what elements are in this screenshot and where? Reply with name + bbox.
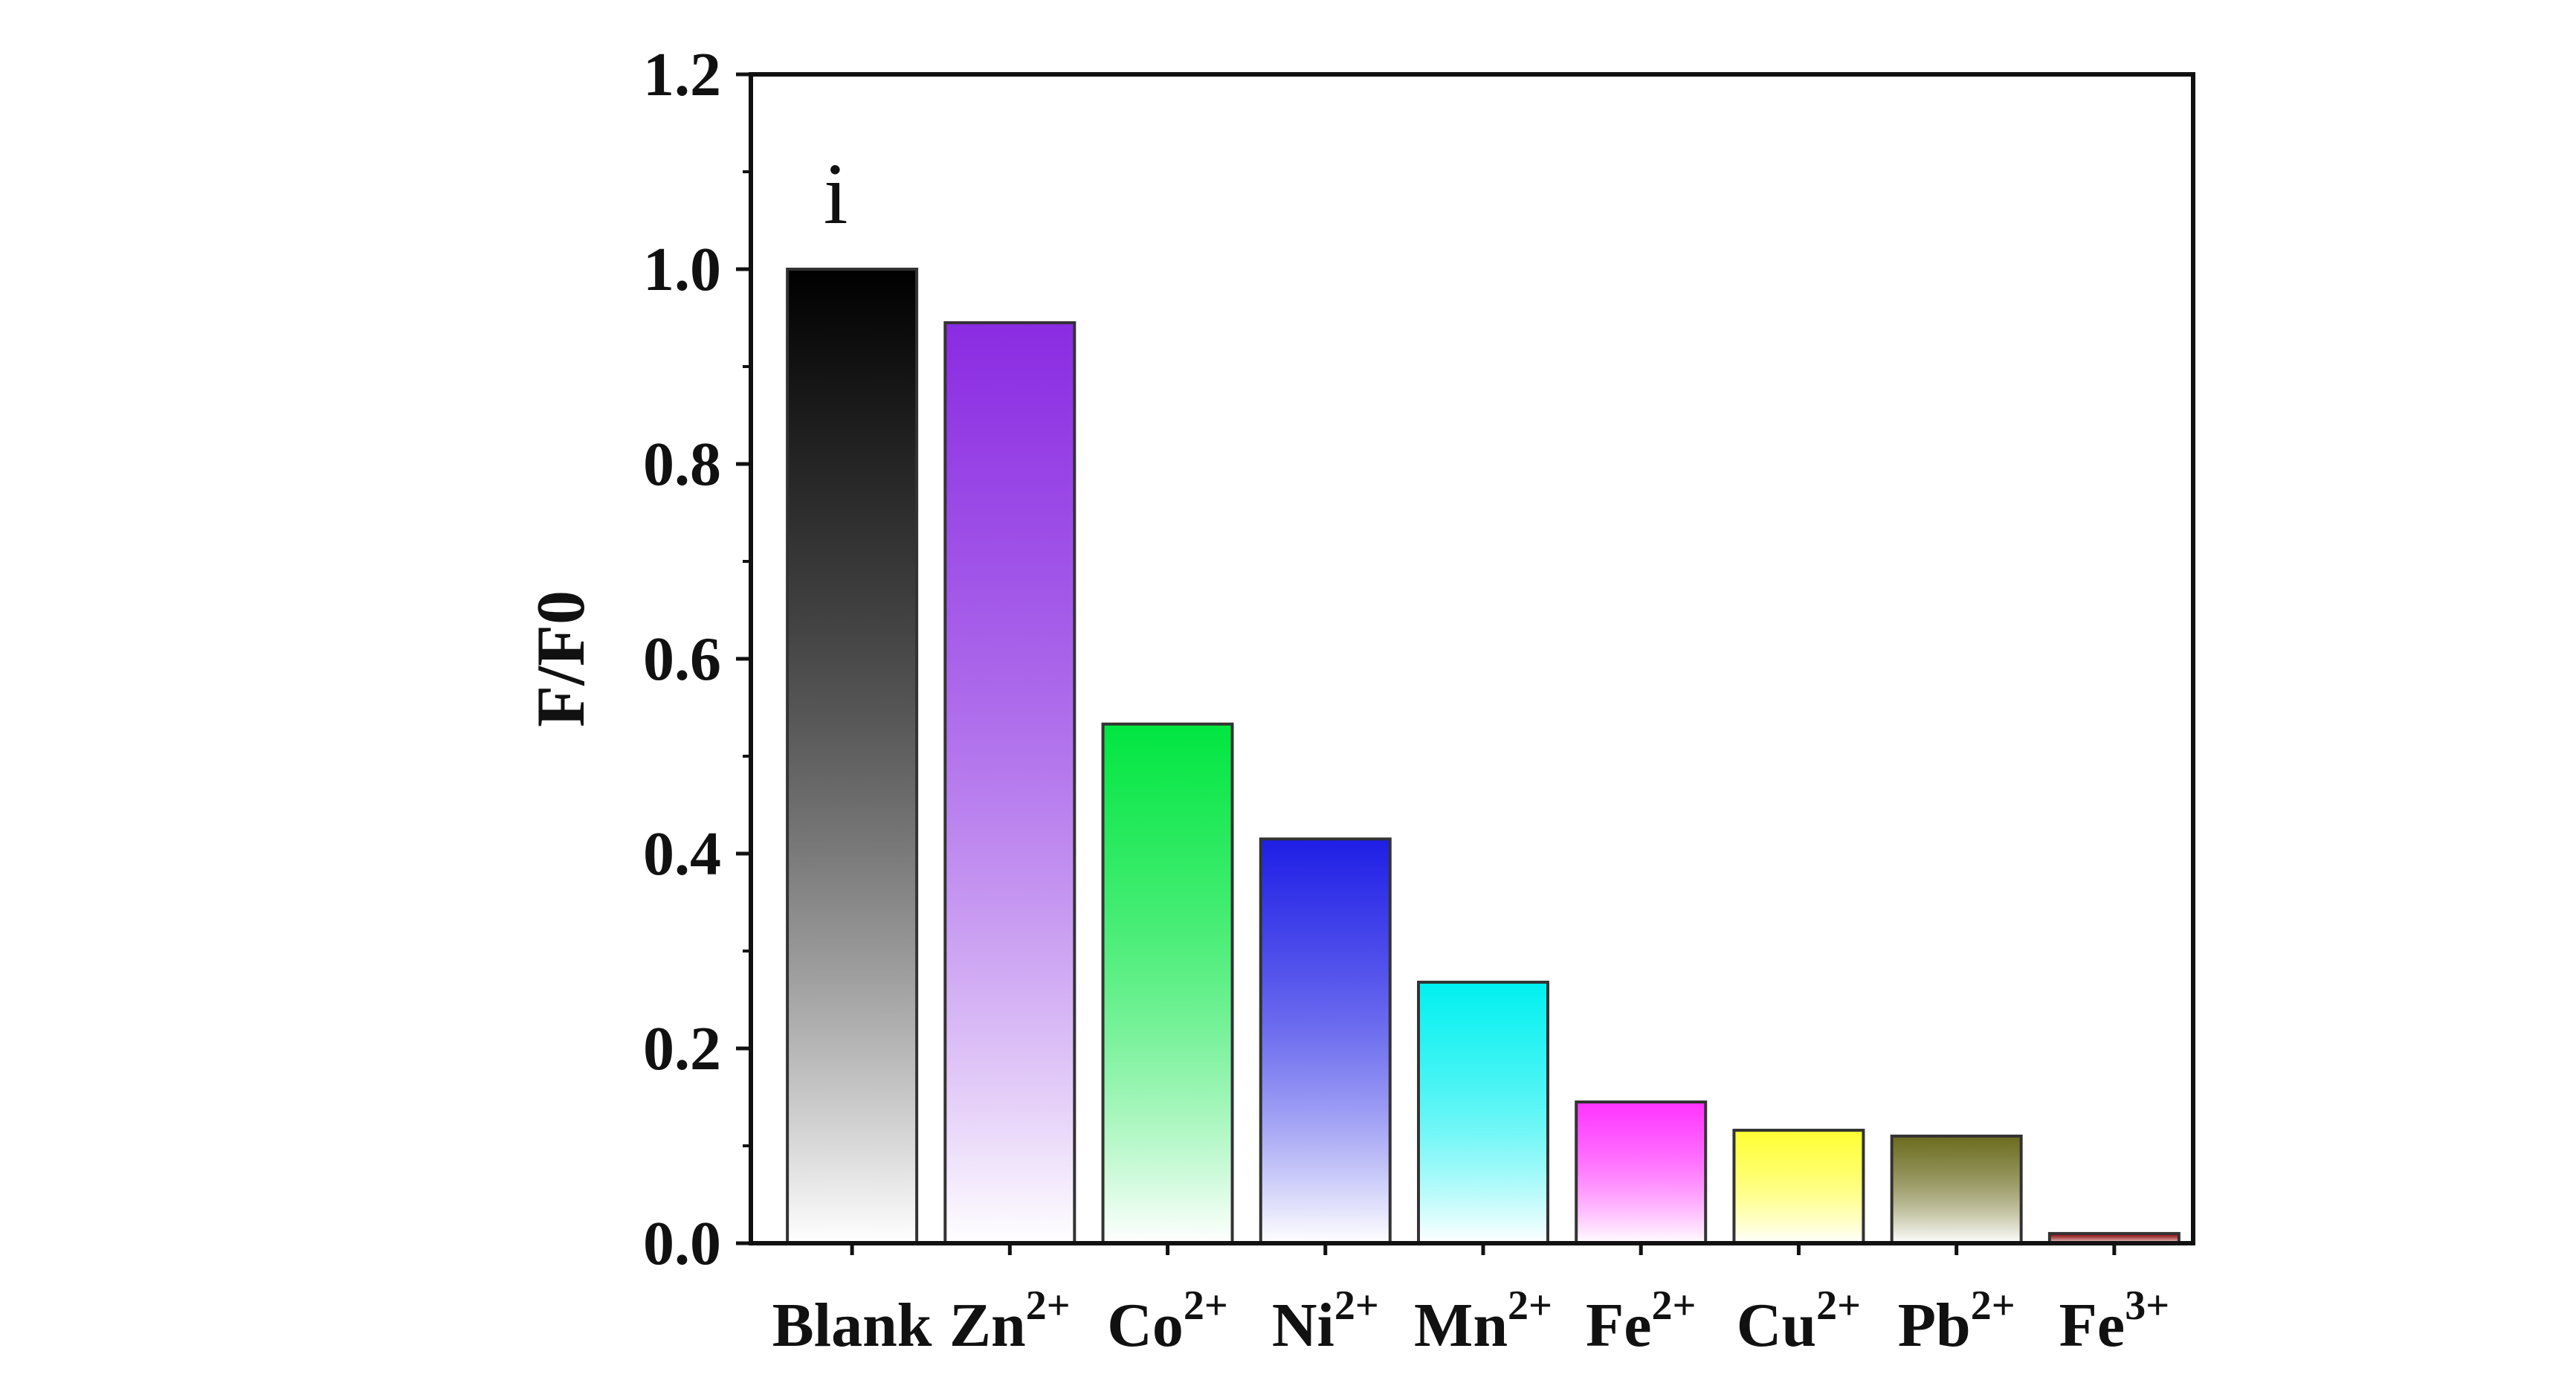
bar-1 <box>786 268 919 1245</box>
y-axis-label: F/F0 <box>523 590 598 727</box>
panel-label: i <box>824 145 848 242</box>
y-tick-label: 0.8 <box>643 430 721 499</box>
y-tick-label: 0.4 <box>643 819 721 889</box>
x-tick-label: Blank <box>772 1291 932 1360</box>
y-tick-label: 1.0 <box>643 235 721 304</box>
x-tick-label: Zn2+ <box>949 1283 1071 1360</box>
x-axis: Blank Zn2+ Co2+ Ni2+ Mn2+ Fe2+ Cu2+ Pb2+ Fe3+ <box>772 1243 2169 1360</box>
x-tick-label: Ni2+ <box>1272 1283 1379 1360</box>
x-tick-label: Fe3+ <box>2059 1283 2170 1360</box>
x-tick-label: Cu2+ <box>1737 1283 1861 1360</box>
bar-3 <box>1101 722 1234 1245</box>
y-tick-label: 1.2 <box>643 40 721 109</box>
y-tick-label: 0.0 <box>643 1209 721 1278</box>
y-axis: 0.0 0.2 0.4 0.6 0.8 1.0 1.2 <box>643 40 751 1278</box>
x-tick-label: Mn2+ <box>1414 1283 1552 1360</box>
bar-2 <box>943 321 1076 1245</box>
x-tick-label: Co2+ <box>1107 1283 1228 1360</box>
y-tick-label: 0.6 <box>643 625 721 694</box>
bars-group <box>786 268 2180 1245</box>
bar-5 <box>1417 980 1549 1245</box>
bar-4 <box>1259 837 1392 1245</box>
bar-8 <box>1890 1134 2023 1245</box>
bar-6 <box>1575 1100 1708 1245</box>
bar-7 <box>1732 1129 1865 1245</box>
x-tick-label: Fe2+ <box>1586 1283 1697 1360</box>
y-tick-label: 0.2 <box>643 1014 721 1083</box>
x-tick-label: Pb2+ <box>1898 1283 2015 1360</box>
